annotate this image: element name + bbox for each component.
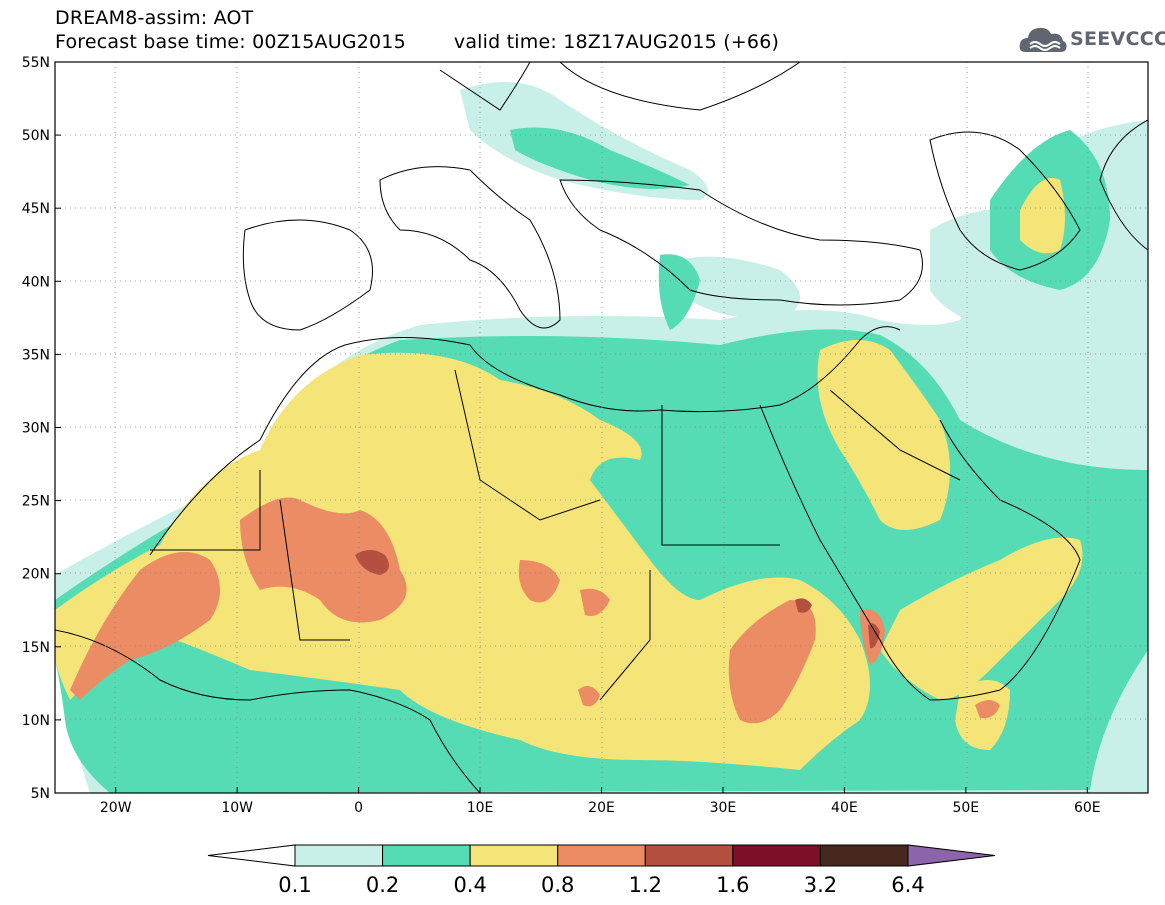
lat-tick-label: 20N (22, 567, 50, 583)
lat-axis: 55N 50N 45N 40N 35N 30N 25N 20N 15N 10N 5N (22, 55, 61, 802)
colorbar-swatch (732, 844, 821, 867)
lat-tick-label: 15N (22, 640, 50, 656)
base-time-label: Forecast base time: 00Z15AUG2015 (55, 31, 406, 53)
lon-tick-label: 60E (1074, 800, 1101, 816)
lat-tick-label: 30N (22, 421, 50, 437)
colorbar-swatch (382, 844, 471, 867)
lat-tick-label: 50N (22, 128, 50, 144)
colorbar-level-label: 1.2 (629, 873, 662, 897)
graticule (55, 62, 1148, 793)
colorbar-level-label: 0.2 (366, 873, 399, 897)
colorbar-over-arrow (907, 844, 996, 867)
colorbar-level-label: 0.4 (453, 873, 486, 897)
aot-field (55, 62, 1148, 793)
lat-tick-label: 35N (22, 347, 50, 363)
aot-contour-1.2-1.6 (355, 550, 880, 649)
lat-tick-label: 45N (22, 201, 50, 217)
lon-axis: 20W 10W 0 10E 20E 30E 40E 50E 60E (100, 787, 1101, 816)
colorbar-level-label: 6.4 (891, 873, 924, 897)
lon-tick-label: 50E (952, 800, 979, 816)
colorbar-swatch (819, 844, 909, 867)
colorbar-swatch (469, 844, 559, 867)
colorbar-under-arrow (207, 844, 296, 867)
lon-tick-label: 20E (588, 800, 615, 816)
colorbar-swatch (644, 844, 734, 867)
colorbar-swatch (294, 844, 384, 867)
colorbar-level-label: 1.6 (716, 873, 749, 897)
colorbar-level-label: 0.1 (278, 873, 311, 897)
seevccc-logo: SEEVCCC (1018, 22, 1165, 58)
logo-text: SEEVCCC (1070, 28, 1165, 50)
colorbar-level-label: 3.2 (804, 873, 837, 897)
time-info: Forecast base time: 00Z15AUG2015 valid ti… (55, 31, 779, 53)
lat-tick-label: 25N (22, 494, 50, 510)
coastlines-borders (55, 62, 1148, 793)
lon-tick-label: 10W (221, 800, 253, 816)
lon-tick-label: 10E (467, 800, 494, 816)
colorbar-level-label: 0.8 (541, 873, 574, 897)
lon-tick-label: 30E (710, 800, 737, 816)
lon-tick-label: 0 (354, 800, 363, 816)
colorbar: 0.1 0.2 0.4 0.8 1.2 1.6 3.2 6.4 (207, 844, 996, 897)
valid-time-label: valid time: 18Z17AUG2015 (+66) (453, 31, 780, 53)
lon-tick-label: 20W (100, 800, 132, 816)
lon-tick-label: 40E (831, 800, 858, 816)
colorbar-swatch (557, 844, 646, 867)
lat-tick-label: 5N (31, 786, 50, 802)
lat-tick-label: 10N (22, 713, 50, 729)
aot-contour-0.8-1.2 (70, 497, 1000, 724)
chart-title: DREAM8-assim: AOT (55, 7, 254, 29)
cloud-icon (1019, 27, 1067, 52)
aot-contour-0.4-0.8 (55, 178, 1083, 770)
lat-tick-label: 55N (22, 55, 50, 71)
lat-tick-label: 40N (22, 274, 50, 290)
